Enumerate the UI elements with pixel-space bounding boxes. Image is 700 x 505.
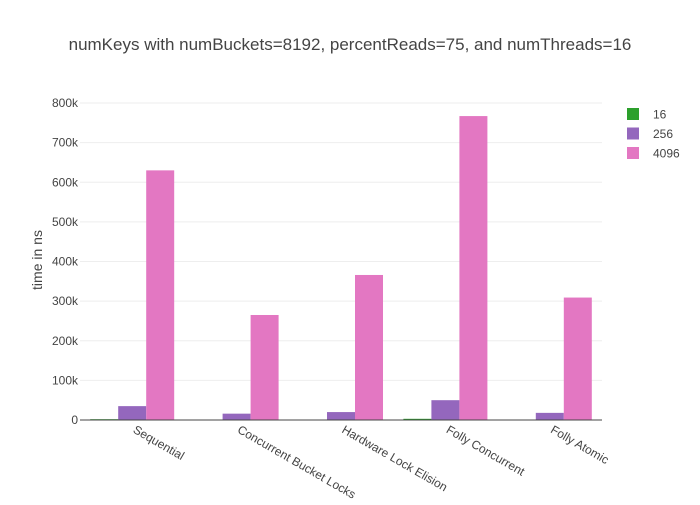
bar-256-hardware-lock-elision: [327, 412, 355, 420]
x-tick-label: Hardware Lock Elision: [340, 422, 450, 494]
bar-16-folly-concurrent: [403, 418, 432, 420]
y-tick-label: 500k: [52, 215, 79, 229]
x-tick-label: Folly Atomic: [548, 422, 611, 466]
x-tick-label: Sequential: [131, 422, 187, 462]
bar-256-folly-atomic: [535, 412, 564, 420]
legend-label[interactable]: 16: [653, 108, 667, 122]
bar-256-sequential: [118, 406, 147, 420]
legend: 16 256 4096: [627, 108, 680, 161]
bar-4096-folly-atomic: [563, 297, 592, 420]
y-tick-label: 0: [71, 413, 78, 427]
bar-4096-folly-concurrent: [459, 116, 488, 421]
chart-title: numKeys with numBuckets=8192, percentRea…: [69, 35, 632, 54]
legend-swatch[interactable]: [627, 108, 639, 120]
y-tick-label: 400k: [52, 255, 79, 269]
y-tick-label: 800k: [52, 96, 79, 110]
x-axis-ticks: Sequential Concurrent Bucket LocksHardwar…: [131, 422, 612, 501]
bars: [90, 116, 592, 421]
y-axis-ticks: 0 100k 200k 300k 400k 500k 600k 700k 800k: [52, 96, 79, 427]
legend-swatch[interactable]: [627, 127, 639, 140]
y-tick-label: 300k: [52, 294, 79, 308]
legend-swatch[interactable]: [627, 147, 639, 159]
bar-4096-concurrent-bucket-locks: [250, 314, 279, 420]
x-tick-label: Folly Concurrent: [444, 422, 528, 478]
legend-label[interactable]: 4096: [653, 147, 680, 161]
y-axis-label: time in ns: [29, 230, 45, 290]
bar-4096-sequential: [146, 170, 175, 420]
y-tick-label: 700k: [52, 136, 79, 150]
y-tick-label: 200k: [52, 334, 79, 348]
y-tick-label: 600k: [52, 175, 79, 189]
y-tick-label: 100k: [52, 373, 79, 387]
legend-label[interactable]: 256: [653, 127, 673, 141]
bar-256-concurrent-bucket-locks: [222, 413, 251, 420]
bar-256-folly-concurrent: [431, 400, 460, 420]
bar-4096-hardware-lock-elision: [355, 274, 383, 420]
